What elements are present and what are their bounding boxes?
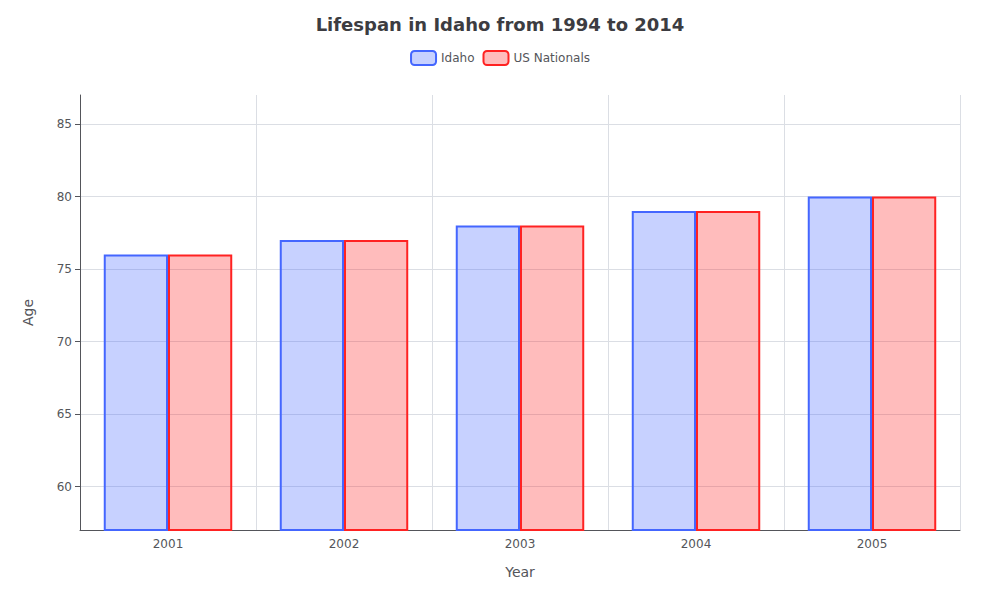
svg-text:80: 80 xyxy=(57,190,72,204)
svg-text:70: 70 xyxy=(57,335,72,349)
svg-text:Idaho: Idaho xyxy=(441,51,474,65)
svg-text:2003: 2003 xyxy=(505,537,536,551)
svg-text:Age: Age xyxy=(20,299,36,326)
svg-text:Lifespan in Idaho from 1994 to: Lifespan in Idaho from 1994 to 2014 xyxy=(316,14,685,35)
svg-text:65: 65 xyxy=(57,407,72,421)
svg-text:2004: 2004 xyxy=(681,537,712,551)
svg-text:60: 60 xyxy=(57,480,72,494)
svg-text:2001: 2001 xyxy=(153,537,184,551)
svg-text:2005: 2005 xyxy=(857,537,888,551)
svg-text:US Nationals: US Nationals xyxy=(513,51,589,65)
svg-text:75: 75 xyxy=(57,262,72,276)
svg-text:Year: Year xyxy=(504,564,535,580)
svg-text:2002: 2002 xyxy=(329,537,360,551)
svg-text:85: 85 xyxy=(57,117,72,131)
